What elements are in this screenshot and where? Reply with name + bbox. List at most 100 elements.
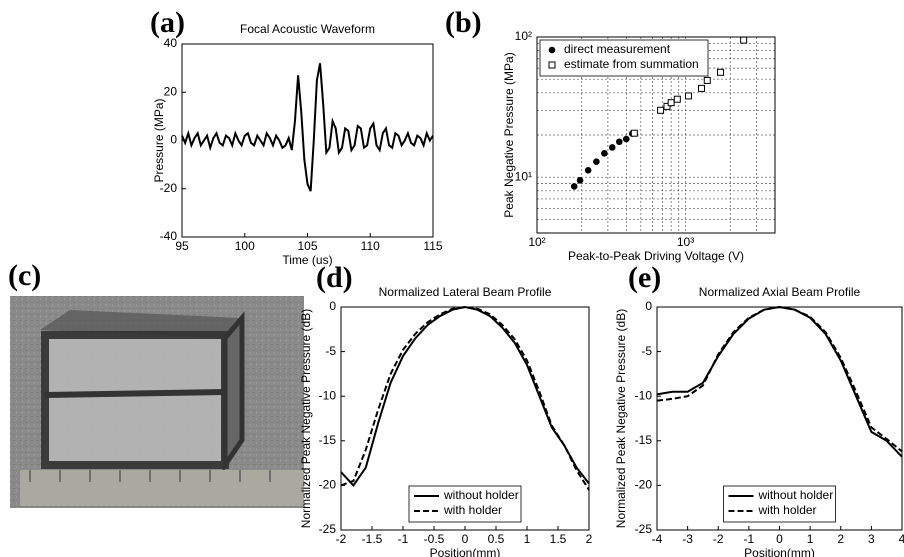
holder-side [222, 311, 245, 474]
data-line [340, 305, 590, 487]
x-tick-label: 3 [868, 532, 875, 546]
legend-label: estimate from summation [564, 57, 699, 71]
y-tick-label: -10 [319, 388, 337, 402]
marker [630, 129, 638, 137]
y-tick-label: -40 [160, 229, 178, 243]
marker [703, 76, 711, 84]
y-tick-label: 10² [515, 29, 532, 43]
y-tick-label: 10¹ [515, 169, 532, 183]
y-tick-label: 20 [164, 84, 178, 98]
panel-label: (c) [8, 259, 41, 292]
legend-box [723, 485, 836, 523]
x-tick-label: -2 [336, 532, 347, 546]
y-tick-label: -5 [641, 344, 652, 358]
x-tick-label: 1 [524, 532, 531, 546]
chart: (d) Normalized Lateral Beam Profile Positi… [299, 261, 592, 557]
legend-label: without holder [443, 488, 519, 502]
marker [667, 99, 675, 107]
y-tick-label: -10 [635, 388, 653, 402]
marker [673, 95, 681, 103]
chart-title: Normalized Axial Beam Profile [699, 285, 861, 299]
y-tick-label: -15 [635, 433, 653, 447]
y-tick-label: -25 [319, 522, 337, 536]
x-tick-label: -1.5 [362, 532, 383, 546]
y-tick-label: 0 [329, 299, 336, 313]
x-axis-label: Time (us) [282, 253, 332, 267]
holder-front [41, 331, 229, 469]
x-tick-label: 110 [361, 239, 380, 253]
legend-label: with holder [443, 503, 502, 517]
y-tick-label: -5 [325, 344, 336, 358]
x-tick-label: 0 [462, 532, 469, 546]
chart-title: Normalized Lateral Beam Profile [379, 285, 552, 299]
x-tick-label: 115 [423, 239, 442, 253]
x-tick-label: 2 [837, 532, 844, 546]
marker [593, 158, 600, 166]
legend-label: with holder [758, 503, 817, 517]
chart: (e) Normalized Axial Beam Profile Position… [614, 261, 904, 557]
ruler-ticks [29, 470, 271, 482]
legend-marker [548, 46, 556, 54]
axes-frame [181, 43, 434, 238]
marker [615, 138, 623, 146]
x-tick-label: 2 [586, 532, 593, 546]
marker [740, 36, 748, 44]
chart-title: Focal Acoustic Waveform [240, 22, 375, 36]
x-tick-label: 10³ [677, 235, 694, 249]
marker [576, 177, 584, 184]
y-tick-label: -25 [635, 522, 653, 536]
y-tick-label: 0 [170, 133, 177, 147]
marker [657, 106, 665, 114]
x-tick-label: 1 [807, 532, 814, 546]
marker [663, 102, 671, 110]
x-tick-label: 1.5 [550, 532, 567, 546]
data-line [656, 305, 903, 453]
x-tick-label: 95 [175, 239, 189, 253]
data-line [181, 63, 434, 192]
panel-label: (e) [628, 261, 661, 294]
x-tick-label: -2 [713, 532, 724, 546]
y-axis-label: Normalized Peak Negative Pressure (dB) [299, 309, 313, 528]
x-tick-label: -0.5 [424, 532, 445, 546]
holder-bar [44, 389, 226, 398]
x-tick-label: -1 [744, 532, 755, 546]
chart: (b) Peak-to-Peak Driving Voltage (V) Peak … [445, 6, 776, 263]
y-tick-label: -20 [635, 478, 653, 492]
marker [622, 135, 630, 143]
legend-label: direct measurement [564, 42, 671, 56]
axes-frame [536, 36, 776, 234]
y-axis-label: Pressure (MPa) [152, 98, 166, 182]
x-tick-label: 0.5 [488, 532, 505, 546]
marker [684, 92, 692, 100]
x-tick-label: 10² [528, 235, 545, 249]
x-axis-label: Peak-to-Peak Driving Voltage (V) [568, 249, 744, 263]
y-tick-label: -20 [160, 181, 178, 195]
ruler [20, 470, 304, 506]
panel-label: (b) [445, 6, 482, 39]
y-axis-label: Peak Negative Pressure (MPa) [502, 52, 516, 217]
x-tick-label: -3 [682, 532, 693, 546]
y-tick-label: -15 [319, 433, 337, 447]
marker [584, 167, 592, 174]
legend-box [408, 485, 522, 523]
data-line [340, 305, 590, 491]
x-axis-label: Position(mm) [430, 546, 501, 557]
y-axis-label: Normalized Peak Negative Pressure (dB) [614, 309, 628, 528]
x-tick-label: 4 [899, 532, 904, 546]
marker [570, 183, 578, 190]
marker [697, 84, 705, 92]
y-tick-label: 0 [645, 299, 652, 313]
x-tick-label: -4 [652, 532, 663, 546]
y-tick-label: -20 [319, 478, 337, 492]
legend-label: without holder [758, 488, 834, 502]
x-axis-label: Position(mm) [744, 546, 815, 557]
legend-box [539, 39, 709, 77]
x-tick-label: 100 [235, 239, 255, 253]
photo [10, 296, 304, 508]
marker [601, 150, 608, 157]
